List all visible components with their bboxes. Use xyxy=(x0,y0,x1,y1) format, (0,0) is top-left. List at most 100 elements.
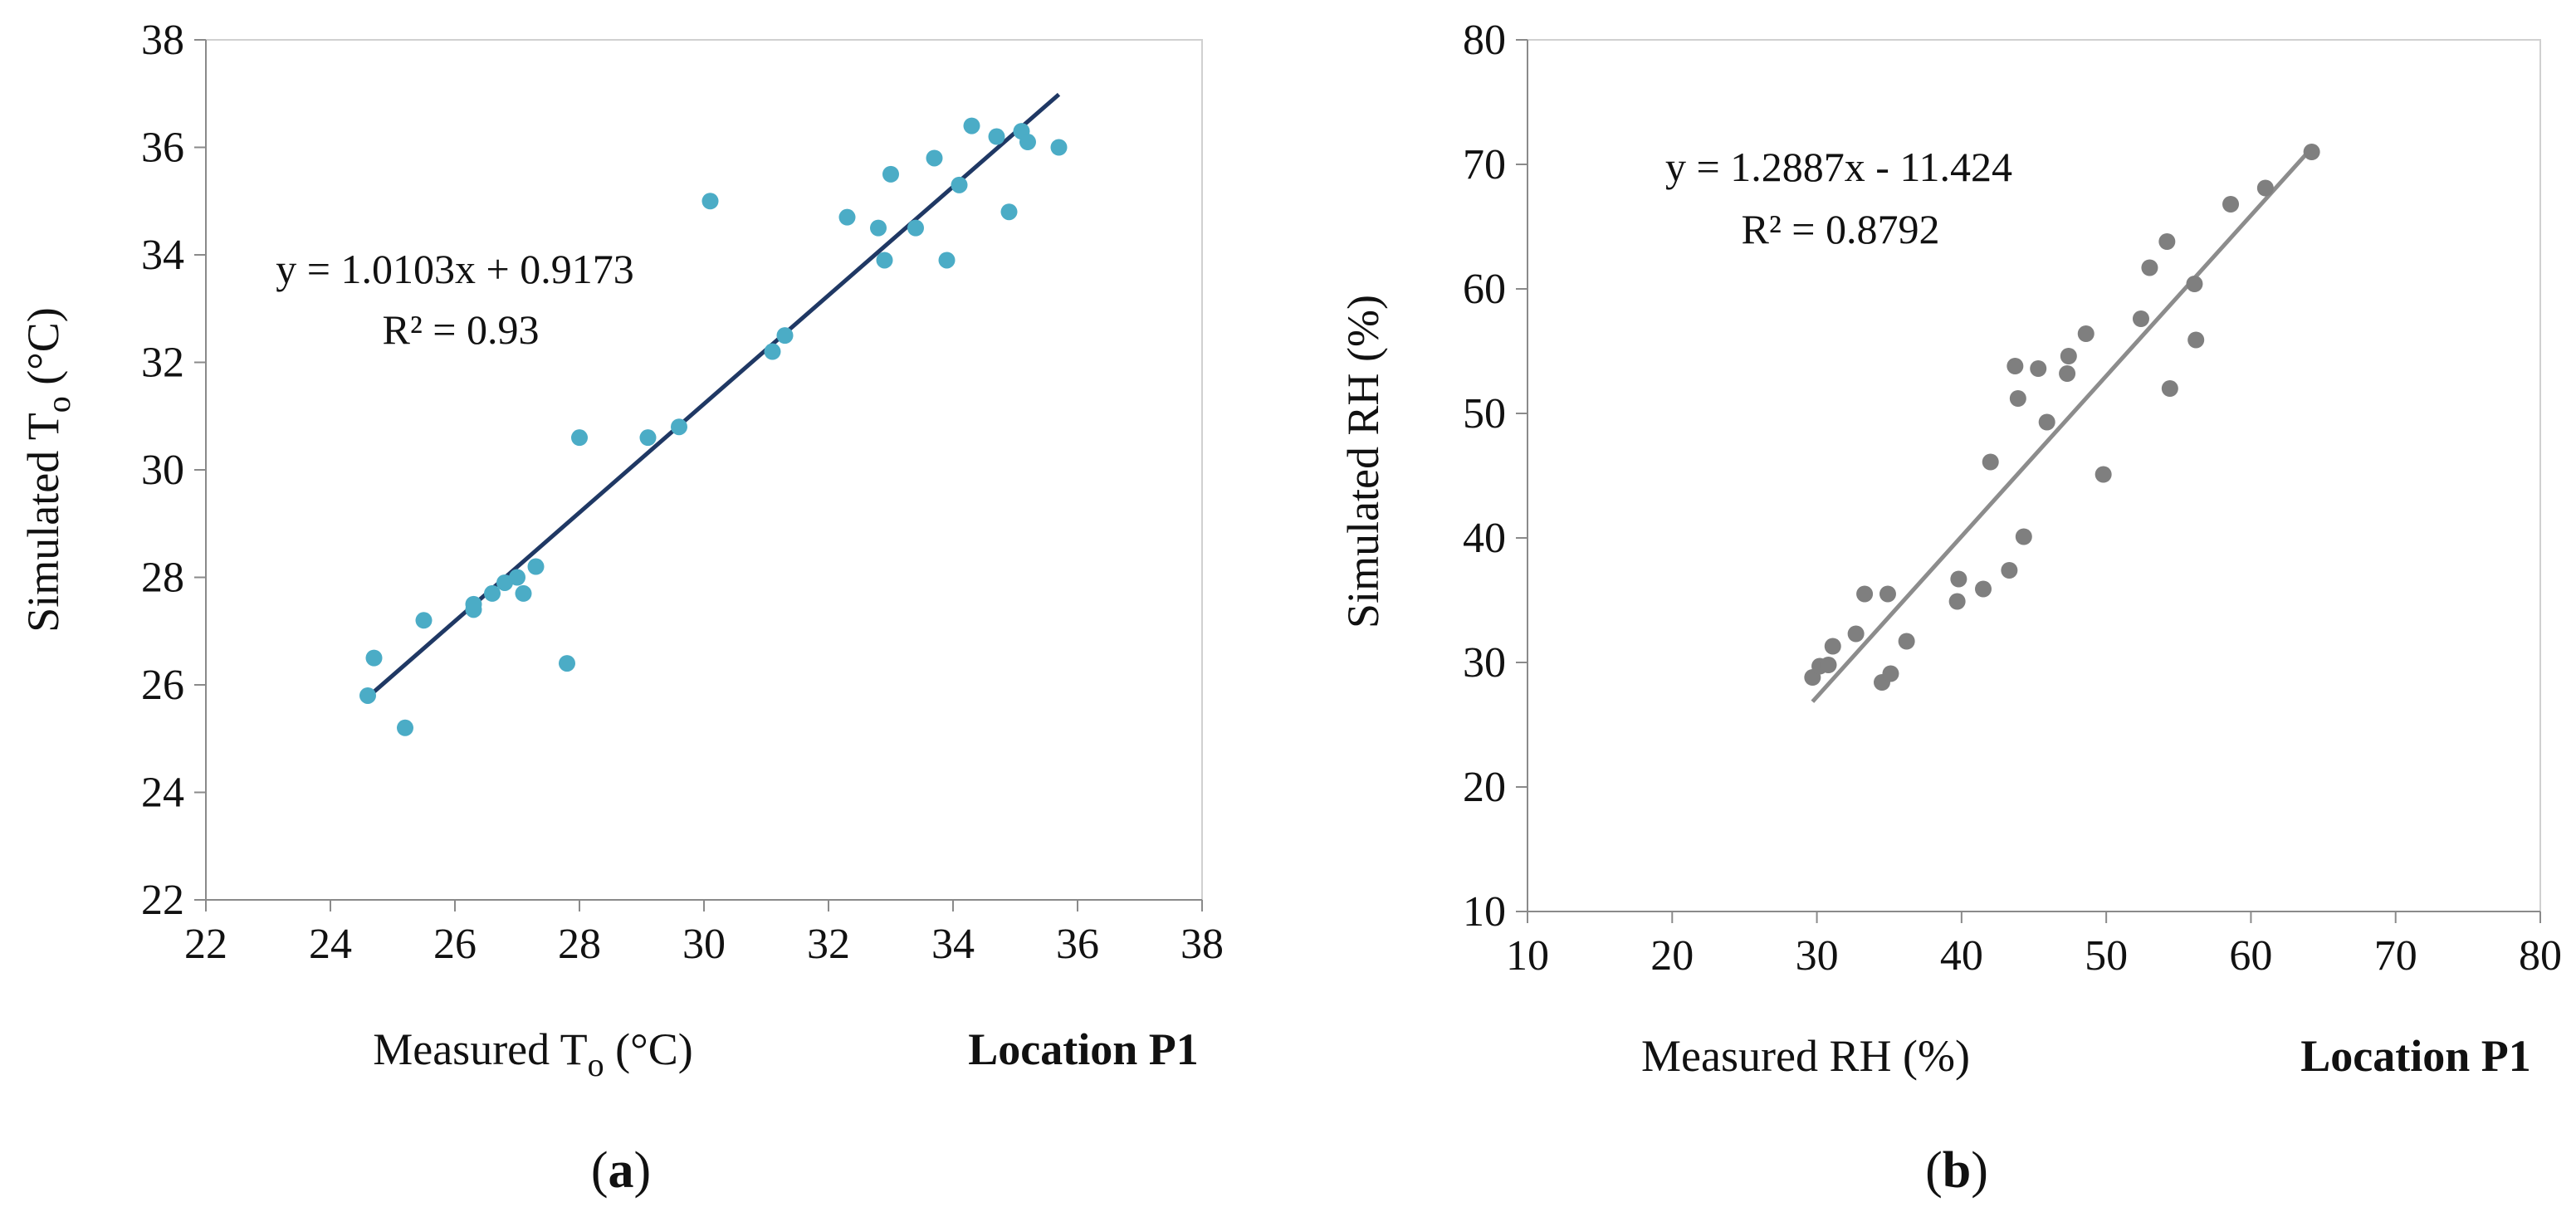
data-point xyxy=(1898,633,1915,650)
axes-a xyxy=(194,39,1203,911)
data-point xyxy=(876,252,893,269)
data-point xyxy=(2186,276,2203,292)
y-tick-label: 38 xyxy=(141,17,184,64)
x-axis-label-a: Measured To (°C) xyxy=(373,1024,693,1083)
x-tick-label: 22 xyxy=(184,921,227,968)
y-tick-label: 20 xyxy=(1463,764,1506,811)
data-point xyxy=(938,252,956,269)
data-point xyxy=(1820,657,1837,673)
y-tick-label: 26 xyxy=(141,662,184,709)
data-point xyxy=(496,574,513,591)
data-point xyxy=(359,687,376,704)
y-tick-label: 28 xyxy=(141,555,184,602)
r2-b: R² = 0.8792 xyxy=(1741,206,1939,252)
y-tick-label: 50 xyxy=(1463,390,1506,437)
data-point xyxy=(1019,134,1036,151)
x-tick-label: 70 xyxy=(2374,932,2417,980)
x-tick-label: 36 xyxy=(1056,921,1099,968)
data-point xyxy=(988,128,1005,145)
y-tick-label: 70 xyxy=(1463,141,1506,188)
y-tick-label: 24 xyxy=(141,770,184,817)
data-point xyxy=(963,117,980,134)
data-point xyxy=(515,584,532,602)
data-point xyxy=(2009,390,2026,407)
data-point xyxy=(397,719,413,736)
axes-b xyxy=(1516,39,2541,923)
data-point xyxy=(2015,528,2032,545)
data-point xyxy=(415,612,433,629)
y-tick-label: 36 xyxy=(141,125,184,172)
data-point xyxy=(2132,310,2149,327)
x-axis-label-b: Measured RH (%) xyxy=(1641,1031,1970,1081)
x-tick-label: 50 xyxy=(2085,932,2128,980)
y-tick-label: 32 xyxy=(141,340,184,387)
data-point xyxy=(926,149,943,167)
y-tick-label: 40 xyxy=(1463,515,1506,562)
trendline-b xyxy=(1811,146,2314,703)
x-tick-label: 28 xyxy=(558,921,601,968)
x-tick-label: 80 xyxy=(2519,932,2562,980)
r2-a: R² = 0.93 xyxy=(382,306,539,353)
points-b xyxy=(1804,144,2320,691)
x-tick-labels-a: 22 24 26 28 30 32 34 36 38 xyxy=(184,921,1224,968)
data-point xyxy=(671,418,687,436)
data-point xyxy=(1950,570,1967,588)
data-point xyxy=(1879,585,1896,603)
y-tick-labels-a: 22 24 26 28 30 32 34 36 38 xyxy=(141,17,184,924)
data-point xyxy=(838,208,856,226)
x-tick-label: 40 xyxy=(1940,932,1983,980)
data-point xyxy=(2161,380,2178,397)
plot-area-b xyxy=(1527,39,2541,912)
data-point xyxy=(2158,233,2176,250)
data-point xyxy=(2256,179,2274,197)
data-point xyxy=(527,558,545,575)
trendline xyxy=(1811,146,2314,703)
x-tick-label: 38 xyxy=(1180,921,1224,968)
data-point xyxy=(2222,196,2240,213)
data-point xyxy=(2077,325,2095,342)
data-point xyxy=(365,649,383,667)
data-point xyxy=(2007,358,2024,374)
y-tick-label: 80 xyxy=(1463,17,1506,64)
data-point xyxy=(2038,413,2055,431)
data-point xyxy=(776,327,794,345)
data-point xyxy=(764,343,781,360)
data-point xyxy=(2001,562,2018,579)
data-point xyxy=(2187,331,2205,349)
chart-b: 10 20 30 40 50 60 70 80 10 20 30 40 50 60 70 80 y = 1.… xyxy=(1338,17,2562,1199)
data-point xyxy=(701,193,719,210)
points-a xyxy=(359,117,1068,736)
data-point xyxy=(907,219,924,237)
data-point xyxy=(2095,466,2112,483)
data-point xyxy=(1982,453,1999,471)
y-tick-label: 10 xyxy=(1463,888,1506,936)
x-tick-label: 34 xyxy=(931,921,975,968)
y-axis-label-b: Simulated RH (%) xyxy=(1338,295,1388,628)
data-point xyxy=(2059,365,2076,382)
x-tick-label: 20 xyxy=(1650,932,1694,980)
data-point xyxy=(1882,665,1899,682)
plot-area-a xyxy=(205,39,1203,901)
y-tick-label: 60 xyxy=(1463,266,1506,313)
location-label-a: Location P1 xyxy=(968,1024,1199,1074)
chart-a: 22 24 26 28 30 32 34 36 38 22 24 26 28 30 32 34 36 38 y … xyxy=(18,17,1224,1199)
data-point xyxy=(1000,203,1018,221)
data-point xyxy=(1824,638,1841,655)
data-point xyxy=(571,429,588,447)
location-label-b: Location P1 xyxy=(2300,1031,2531,1081)
data-point xyxy=(465,595,482,613)
data-point xyxy=(559,655,575,672)
y-axis-label-a: Simulated To (°C) xyxy=(18,307,77,633)
data-point xyxy=(2060,348,2077,364)
y-tick-labels-b: 10 20 30 40 50 60 70 80 xyxy=(1463,17,1506,936)
data-point xyxy=(1856,585,1874,603)
equation-b: y = 1.2887x - 11.424 xyxy=(1665,144,2012,190)
data-point xyxy=(1050,139,1068,156)
data-point xyxy=(870,219,887,237)
panel-label-b: (b) xyxy=(1925,1142,1988,1199)
data-point xyxy=(509,569,525,586)
x-tick-label: 32 xyxy=(807,921,850,968)
data-point xyxy=(2030,360,2047,377)
data-point xyxy=(2141,259,2158,276)
